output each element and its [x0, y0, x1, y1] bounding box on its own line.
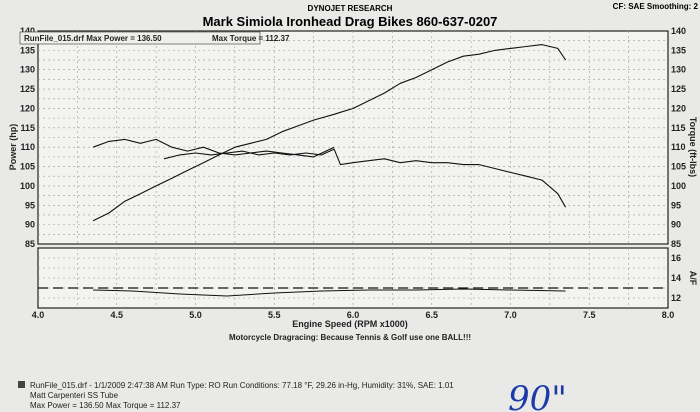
y2-tick-label: 110 [671, 142, 686, 152]
x-tick-label: 7.0 [504, 310, 517, 320]
legend-power-label: RunFile_015.drf Max Power = 136.50 [24, 34, 162, 43]
y2-tick-label: 130 [671, 65, 686, 75]
y-tick-label: 120 [20, 103, 35, 113]
y2-tick-label: 120 [671, 103, 686, 113]
y2-tick-label: 115 [671, 123, 686, 133]
footer-line-1: RunFile_015.drf - 1/1/2009 2:47:38 AM Ru… [30, 381, 454, 390]
af-y-tick-label: 14 [671, 273, 681, 283]
series-line-2 [92, 138, 335, 158]
main-y-ticks: 85 90 95 100 105 110 115 120 125 130 135 140 [20, 26, 35, 249]
file-icon [18, 381, 25, 388]
series-line-3 [163, 148, 567, 208]
main-y2-ticks: 85 90 95 100 105 110 115 120 125 130 135 140 [671, 26, 686, 249]
y-axis-label: Power (hp) [8, 124, 18, 171]
y2-tick-label: 125 [671, 84, 686, 94]
y2-tick-label: 135 [671, 45, 686, 55]
legend-box [19, 31, 261, 45]
af-axis-label: A/F [688, 271, 698, 286]
af-measured-line [93, 288, 566, 297]
y-tick-label: 95 [25, 200, 35, 210]
y-tick-label: 115 [20, 123, 35, 133]
main-grid [38, 31, 668, 244]
series-line-1 [92, 44, 567, 222]
y2-tick-label: 140 [671, 26, 686, 36]
x-tick-label: 6.5 [425, 310, 438, 320]
y-tick-label: 110 [20, 142, 35, 152]
y2-tick-label: 105 [671, 162, 686, 172]
settings-label: CF: SAE Smoothing: 2 [613, 2, 699, 11]
y-tick-label: 90 [25, 220, 35, 230]
y-tick-label: 125 [20, 84, 35, 94]
x-tick-label: 4.0 [32, 310, 45, 320]
y2-axis-label: Torque (ft-lbs) [688, 117, 698, 177]
chart-title: Mark Simiola Ironhead Drag Bikes 860-637… [203, 14, 498, 29]
main-series-group [92, 44, 567, 222]
main-plot: 85 90 95 100 105 110 115 120 125 130 135 140 85 90 95… [8, 26, 698, 249]
company-name: DYNOJET RESEARCH [308, 4, 393, 13]
legend-torque-label: Max Torque = 112.37 [212, 34, 290, 43]
af-y-tick-label: 12 [671, 293, 681, 303]
y-tick-label: 105 [20, 162, 35, 172]
x-ticks: 4.0 4.5 5.0 5.5 6.0 6.5 7.0 7.5 8.0 [32, 310, 675, 320]
y-tick-label: 100 [20, 181, 35, 191]
x-tick-label: 6.0 [347, 310, 360, 320]
y2-tick-label: 85 [671, 239, 681, 249]
x-tick-label: 5.0 [189, 310, 202, 320]
handwritten-note: 90" [508, 379, 567, 412]
y-tick-label: 85 [25, 239, 35, 249]
caption: Motorcycle Dragracing: Because Tennis & … [229, 333, 471, 342]
footer-line-2: Matt Carpenteri SS Tube [30, 391, 119, 400]
x-tick-label: 4.5 [110, 310, 123, 320]
y2-tick-label: 90 [671, 220, 681, 230]
y-tick-label: 135 [20, 45, 35, 55]
x-axis-label: Engine Speed (RPM x1000) [292, 319, 408, 329]
y2-tick-label: 95 [671, 200, 681, 210]
x-tick-label: 7.5 [583, 310, 596, 320]
y-tick-label: 130 [20, 65, 35, 75]
af-series-group [38, 287, 668, 297]
y2-tick-label: 100 [671, 181, 686, 191]
af-y-tick-label: 16 [671, 253, 681, 263]
footer-line-3: Max Power = 136.50 Max Torque = 112.37 [30, 401, 181, 410]
af-y-ticks: 12 14 16 [671, 253, 681, 303]
af-plot: 12 14 16 A/F [37, 247, 698, 309]
x-tick-label: 5.5 [268, 310, 281, 320]
y-tick-label: 140 [20, 26, 35, 36]
x-tick-label: 8.0 [662, 310, 675, 320]
